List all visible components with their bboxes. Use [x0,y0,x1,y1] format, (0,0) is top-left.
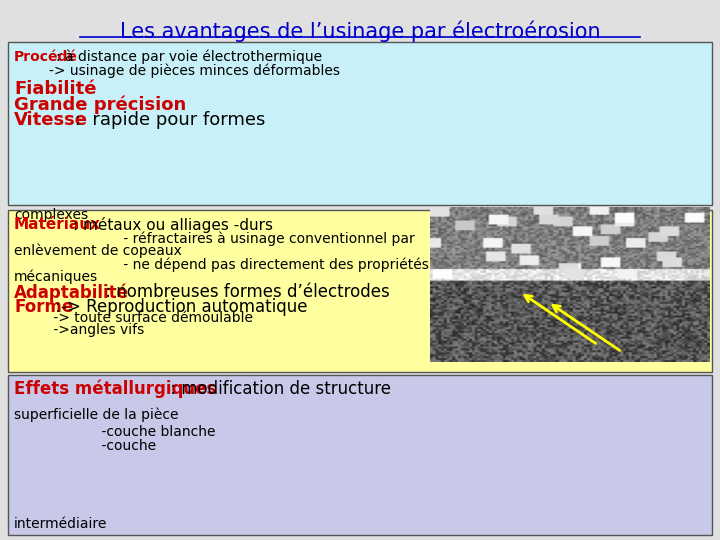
Text: :  rapide pour formes: : rapide pour formes [68,111,265,129]
Text: Effets métallurgiques: Effets métallurgiques [14,380,217,399]
Text: enlèvement de copeaux: enlèvement de copeaux [14,243,182,258]
Text: - réfractaires à usinage conventionnel par: - réfractaires à usinage conventionnel p… [14,231,415,246]
Text: : modification de structure: : modification de structure [165,380,391,398]
Text: : à distance par voie électrothermique: : à distance par voie électrothermique [56,50,322,64]
Text: : nombreuses formes d’électrodes: : nombreuses formes d’électrodes [100,283,390,301]
Text: Fiabilité: Fiabilité [14,80,96,98]
Text: complexes: complexes [14,208,88,222]
FancyBboxPatch shape [8,42,712,205]
FancyBboxPatch shape [8,210,712,372]
Text: Forme: Forme [14,298,73,316]
Text: Matériaux: Matériaux [14,217,101,232]
FancyBboxPatch shape [8,375,712,535]
Text: : métaux ou alliages -durs: : métaux ou alliages -durs [73,217,274,233]
Text: intermédiaire: intermédiaire [14,517,107,531]
Text: -> toute surface démoulable: -> toute surface démoulable [14,311,253,325]
Text: mécaniques: mécaniques [14,269,98,284]
Text: Grande précision: Grande précision [14,95,186,113]
Text: Les avantages de l’usinage par électroérosion: Les avantages de l’usinage par électroér… [120,20,600,42]
Text: -couche blanche: -couche blanche [14,425,215,439]
Text: -> usinage de pièces minces déformables: -> usinage de pièces minces déformables [14,64,340,78]
Text: ->angles vifs: ->angles vifs [14,323,144,337]
Text: Vitesse: Vitesse [14,111,88,129]
Text: :-> Reproduction automatique: :-> Reproduction automatique [50,298,307,316]
Text: - ne dépend pas directement des propriétés: - ne dépend pas directement des propriét… [14,257,429,272]
Text: -couche: -couche [14,439,156,453]
Text: Procédé: Procédé [14,50,78,64]
Text: superficielle de la pièce: superficielle de la pièce [14,407,179,422]
Text: Adaptabilité: Adaptabilité [14,283,129,301]
